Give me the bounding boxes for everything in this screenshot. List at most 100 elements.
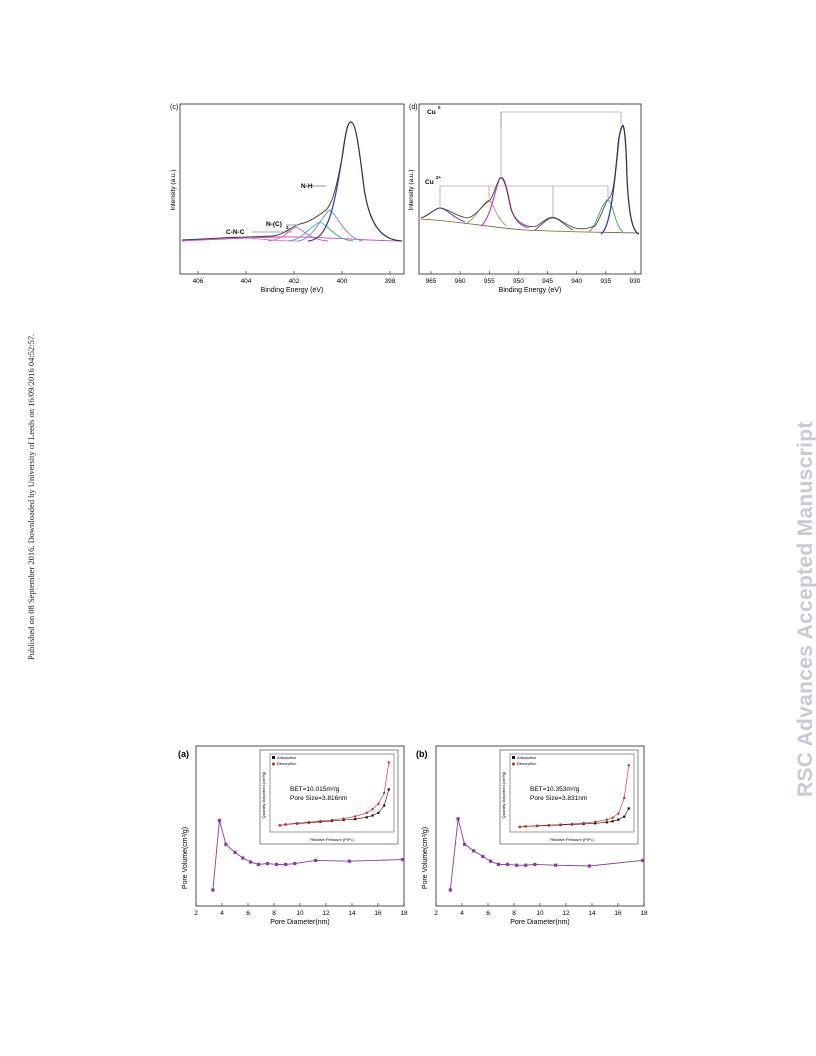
psd-a-inset-desorption-point [296, 822, 299, 825]
psd-b-point [554, 863, 558, 867]
xps-c-ylabel: Intensity (a.u.) [170, 169, 177, 210]
psd-a-point [211, 888, 215, 892]
psd-a-inset-adsorption-point [383, 804, 386, 807]
watermark-text: RSC Advances Accepted Manuscript [794, 421, 816, 797]
psd-b-inset-adsorption-point [605, 821, 608, 824]
psd-a-inset-desorption-point [371, 808, 374, 811]
psd-b-inset-desorption-point [570, 822, 574, 826]
psd-a-tick-label: 10 [296, 910, 304, 917]
psd-a-legend-des: Desorption [277, 761, 296, 766]
psd-a-inset-desorption-point [354, 815, 357, 818]
psd-b-tick-label: 16 [614, 910, 622, 917]
psd-b-inset-desorption-point [617, 812, 620, 815]
psd-b-inset-desorption-point [524, 825, 527, 828]
xps-d-xlabel: Binding Energy (eV) [499, 287, 562, 294]
psd-a-tick-label: 16 [374, 910, 382, 917]
psd-b-inset-adsorption-point [611, 820, 614, 823]
psd-b-tick-label: 2 [434, 910, 438, 917]
psd-b-point [472, 849, 476, 853]
xps-c-peak-2 [297, 209, 364, 242]
psd-b-inset-desorption-point [611, 816, 614, 819]
xps-c-annotation-nc3-sub: 3 [286, 225, 289, 230]
psd-a-inset-desorption-point [377, 802, 380, 805]
watermark: RSC Advances Accepted Manuscript [772, 262, 816, 802]
xps-d-curves [420, 124, 640, 235]
xps-d-panel-label: (d) [409, 104, 418, 111]
psd-a-inset-adsorption-point [371, 814, 374, 817]
psd-a-inset-adsorption-point [365, 816, 368, 819]
xps-c-annotations: N-H N-(C) 3 C-N-C [226, 183, 326, 236]
psd-a-point [284, 862, 288, 866]
psd-b-point [587, 864, 591, 868]
psd-a-legend-ads: Adsorption [277, 755, 296, 760]
psd-a-tick-label: 8 [272, 910, 276, 917]
psd-a-ticks: 2 4 6 8 10 12 14 16 18 [194, 903, 408, 917]
xps-d-ylabel: Intensity (a.u.) [408, 169, 415, 210]
psd-a-point [241, 856, 245, 860]
xps-d-peak-cu2p32 [600, 125, 640, 235]
psd-a-point [256, 862, 260, 866]
publication-note-text: Published on 08 September 2016. Download… [26, 333, 36, 660]
xps-d-ticks: 965 960 955 950 945 940 935 930 [426, 271, 641, 285]
psd-b-panel: (b) Pore Volume(cm³/g) Pore Diameter(nm)… [416, 745, 648, 926]
psd-b-tick-label: 8 [512, 910, 516, 917]
psd-a-inset-desorption-point [387, 761, 390, 764]
psd-b-ticks: 2 4 6 8 10 12 14 16 18 [434, 903, 648, 917]
psd-b-inset-desorption-point [594, 820, 597, 823]
xps-d-tick-label: 945 [542, 278, 553, 285]
psd-b-point [524, 863, 528, 867]
psd-a-inset-adsorption-point [354, 818, 357, 821]
psd-a-inset-adsorption-point [377, 811, 380, 814]
xps-c-frame [179, 103, 405, 275]
publication-note: Published on 08 September 2016. Download… [14, 200, 36, 660]
psd-b-point [448, 888, 452, 892]
xps-d-tick-label: 940 [571, 278, 582, 285]
psd-b-point [489, 859, 493, 863]
psd-b-point [481, 854, 485, 858]
psd-b-tick-label: 6 [486, 910, 490, 917]
xps-d-tick-label: 930 [630, 278, 641, 285]
xps-c-peak-nc3 [267, 226, 329, 242]
psd-b-legend-ads: Adsorption [517, 755, 536, 760]
xps-c-baseline [181, 236, 403, 242]
xps-c-curves [181, 121, 403, 242]
psd-b-inset-desorption-point [547, 823, 550, 827]
psd-b-inset-ylabel: Quantity Adsorbed (cm³/g) [501, 771, 506, 818]
xps-c-annotation-nc3: N-(C) [266, 221, 282, 228]
xps-d-annotation-cu0: Cu [427, 109, 436, 116]
psd-b-series [448, 817, 645, 892]
xps-d-envelope [420, 124, 640, 235]
psd-a-inset-desorption-point [330, 818, 334, 822]
psd-b-point [505, 862, 510, 866]
xps-d-annotations: Cu 0 Cu 2+ [425, 105, 622, 216]
psd-b-inset-desorption-point [605, 818, 608, 821]
xps-c-annotation-cnc: C-N-C [226, 229, 245, 236]
psd-b-point [496, 862, 500, 866]
psd-a-inset-bet: BET=10.015m²/g [290, 786, 340, 793]
psd-b-inset-desorption-point [559, 823, 562, 826]
xps-cu2p-panel: (d) Intensity (a.u.) Binding Energy (eV)… [408, 103, 642, 294]
psd-b-tick-label: 10 [536, 910, 544, 917]
psd-a-inset-desorption-point [342, 817, 345, 820]
psd-b-inset-adsorption-point [594, 822, 597, 825]
psd-b-inset-pore: Pore Size=3.831nm [530, 795, 587, 802]
psd-a-point [265, 862, 270, 866]
psd-b-point [463, 842, 467, 846]
psd-b-legend-des: Desorption [517, 761, 536, 766]
xps-c-panel-label: (c) [170, 104, 178, 111]
xps-d-tick-label: 955 [484, 278, 495, 285]
xps-d-tick-label: 960 [455, 278, 466, 285]
psd-b-point [515, 863, 519, 867]
psd-a-point [217, 818, 221, 822]
psd-a-tick-label: 18 [400, 910, 408, 917]
psd-a-series [211, 818, 405, 892]
psd-b-tick-label: 4 [460, 910, 464, 917]
xps-c-tick-label: 398 [385, 278, 396, 285]
psd-a-inset-desorption-point [307, 821, 310, 824]
psd-b-inset-series [518, 764, 630, 829]
psd-b-panel-label: (b) [416, 749, 428, 759]
psd-a-tick-label: 6 [246, 910, 250, 917]
psd-b-inset-adsorption-point [627, 807, 630, 810]
xps-d-tick-label: 935 [600, 278, 611, 285]
psd-a-panel: (a) Pore Volume(cm³/g) Pore Diameter(nm)… [178, 745, 408, 926]
